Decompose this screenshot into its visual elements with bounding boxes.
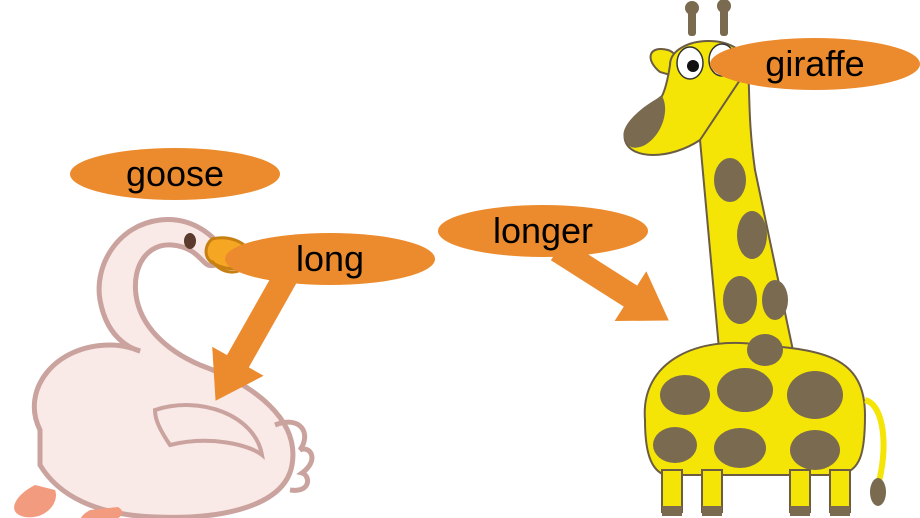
- giraffe-leg-3: [790, 470, 810, 512]
- goose-foot-left: [14, 485, 56, 517]
- label-longer: longer: [438, 205, 648, 257]
- giraffe-eye-l-pupil: [687, 60, 699, 72]
- giraffe-hoof-1: [662, 506, 682, 516]
- giraffe-horn-r-tip: [717, 0, 731, 13]
- label-goose: goose: [70, 148, 280, 200]
- giraffe-tail: [865, 400, 884, 485]
- giraffe-leg-4: [830, 470, 850, 512]
- label-giraffe-text: giraffe: [765, 46, 864, 82]
- diagram-stage: goose long longer giraffe: [0, 0, 920, 518]
- giraffe-hoof-2: [702, 506, 722, 516]
- giraffe-hoof-4: [830, 506, 850, 516]
- giraffe-leg-1: [662, 470, 682, 512]
- giraffe-leg-2: [702, 470, 722, 512]
- label-goose-text: goose: [126, 156, 224, 192]
- giraffe-horn-l-tip: [685, 1, 699, 15]
- giraffe-tail-tip: [870, 478, 886, 506]
- giraffe-hoof-3: [790, 506, 810, 516]
- goose-eye: [184, 233, 196, 249]
- label-long-text: long: [296, 241, 364, 277]
- label-long: long: [225, 233, 435, 285]
- label-giraffe: giraffe: [710, 38, 920, 90]
- label-longer-text: longer: [493, 213, 593, 249]
